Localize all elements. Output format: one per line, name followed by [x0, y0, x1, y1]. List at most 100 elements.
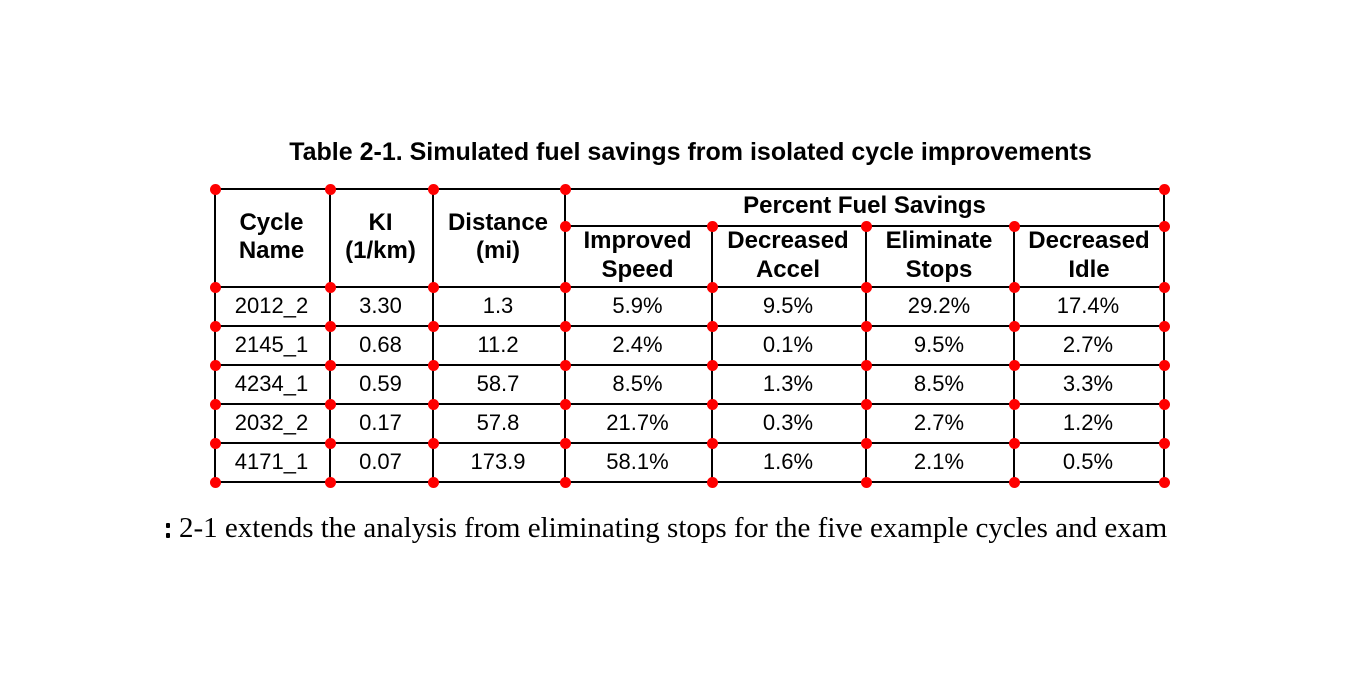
header-distance: Distance (mi): [447, 208, 549, 264]
table-cell: 5.9%: [612, 292, 663, 318]
table-grid-line: [1013, 225, 1015, 483]
body-text-line: 2-1 extends the analysis from eliminatin…: [166, 512, 1167, 545]
table-cell: 1.2%: [1062, 409, 1114, 435]
corner-dot: [324, 281, 336, 293]
table-caption: Table 2-1. Simulated fuel savings from i…: [289, 138, 1092, 166]
corner-dot: [706, 281, 718, 293]
table-cell: 9.5%: [762, 292, 814, 318]
corner-dot: [860, 398, 872, 410]
corner-dot: [559, 281, 571, 293]
table-grid-line: [214, 325, 1165, 327]
header-decreased-idle: Decreased Idle: [1028, 227, 1150, 283]
table-grid-line: [214, 188, 216, 483]
corner-dot: [1158, 320, 1170, 332]
corner-dot: [706, 398, 718, 410]
corner-dot: [1158, 220, 1170, 232]
table-cell: 8.5%: [612, 370, 663, 396]
header-decreased-accel: Decreased Accel: [727, 227, 849, 283]
corner-dot: [1008, 320, 1020, 332]
corner-dot: [1008, 476, 1020, 488]
table-cell: 58.1%: [606, 448, 669, 474]
corner-dot: [324, 320, 336, 332]
corner-dot: [427, 359, 439, 371]
table-grid-line: [432, 188, 434, 483]
corner-dot: [1158, 359, 1170, 371]
corner-dot: [706, 359, 718, 371]
corner-dot: [209, 320, 221, 332]
corner-dot: [559, 398, 571, 410]
corner-dot: [427, 437, 439, 449]
table-grid-line: [214, 442, 1165, 444]
table-cell: 11.2: [477, 331, 519, 357]
table-cell: 173.9: [470, 448, 526, 474]
table-grid-line: [214, 188, 1165, 190]
corner-dot: [209, 183, 221, 195]
table-cell: 9.5%: [913, 331, 965, 357]
fuel-savings-table: Cycle Name KI (1/km) Distance (mi) Perce…: [209, 183, 1170, 488]
corner-dot: [559, 220, 571, 232]
table-cell: 8.5%: [913, 370, 965, 396]
corner-dot: [1158, 476, 1170, 488]
corner-dot: [209, 437, 221, 449]
table-cell: 0.68: [359, 331, 402, 357]
table-cell: 0.5%: [1062, 448, 1114, 474]
corner-dot: [706, 476, 718, 488]
table-cell: 0.1%: [762, 331, 814, 357]
table-cell: 3.30: [359, 292, 402, 318]
corner-dot: [1008, 281, 1020, 293]
table-cell: 0.59: [359, 370, 402, 396]
corner-dot: [427, 281, 439, 293]
table-cell: 4234_1: [234, 370, 309, 396]
corner-dot: [427, 320, 439, 332]
corner-dot: [706, 220, 718, 232]
table-cell: 58.7: [476, 370, 520, 396]
corner-dot: [860, 476, 872, 488]
corner-dot: [324, 437, 336, 449]
corner-dot: [324, 359, 336, 371]
corner-dot: [559, 183, 571, 195]
corner-dot: [427, 183, 439, 195]
corner-dot: [860, 359, 872, 371]
corner-dot: [706, 437, 718, 449]
table-cell: 0.17: [359, 409, 402, 435]
table-grid-line: [214, 481, 1165, 483]
header-eliminate-stops: Eliminate Stops: [885, 227, 993, 283]
corner-dot: [1158, 437, 1170, 449]
corner-dot: [559, 320, 571, 332]
corner-dot: [860, 320, 872, 332]
corner-dot: [1158, 183, 1170, 195]
corner-dot: [209, 281, 221, 293]
table-cell: 2032_2: [234, 409, 309, 435]
corner-dot: [860, 437, 872, 449]
table-cell: 1.3%: [762, 370, 814, 396]
table-cell: 1.6%: [762, 448, 814, 474]
header-percent-fuel-savings: Percent Fuel Savings: [743, 192, 986, 220]
table-cell: 29.2%: [907, 292, 971, 318]
corner-dot: [324, 183, 336, 195]
table-cell: 0.07: [359, 448, 402, 474]
table-cell: 3.3%: [1062, 370, 1114, 396]
table-grid-line: [329, 188, 331, 483]
table-cell: 2.4%: [612, 331, 663, 357]
table-cell: 4171_1: [234, 448, 309, 474]
corner-dot: [1008, 359, 1020, 371]
header-improved-speed: Improved Speed: [583, 227, 692, 283]
table-cell: 2012_2: [234, 292, 309, 318]
corner-dot: [209, 398, 221, 410]
corner-dot: [324, 476, 336, 488]
table-cell: 21.7%: [606, 409, 669, 435]
table-grid-line: [564, 188, 566, 483]
header-ki: KI (1/km): [345, 208, 416, 264]
table-grid-line: [711, 225, 713, 483]
table-grid-line: [214, 364, 1165, 366]
corner-dot: [324, 398, 336, 410]
table-cell: 2.7%: [1062, 331, 1114, 357]
table-cell: 2.7%: [913, 409, 965, 435]
corner-dot: [860, 281, 872, 293]
table-cell: 57.8: [476, 409, 520, 435]
corner-dot: [1008, 220, 1020, 232]
table-cell: 2145_1: [234, 331, 309, 357]
corner-dot: [209, 476, 221, 488]
corner-dot: [1158, 398, 1170, 410]
